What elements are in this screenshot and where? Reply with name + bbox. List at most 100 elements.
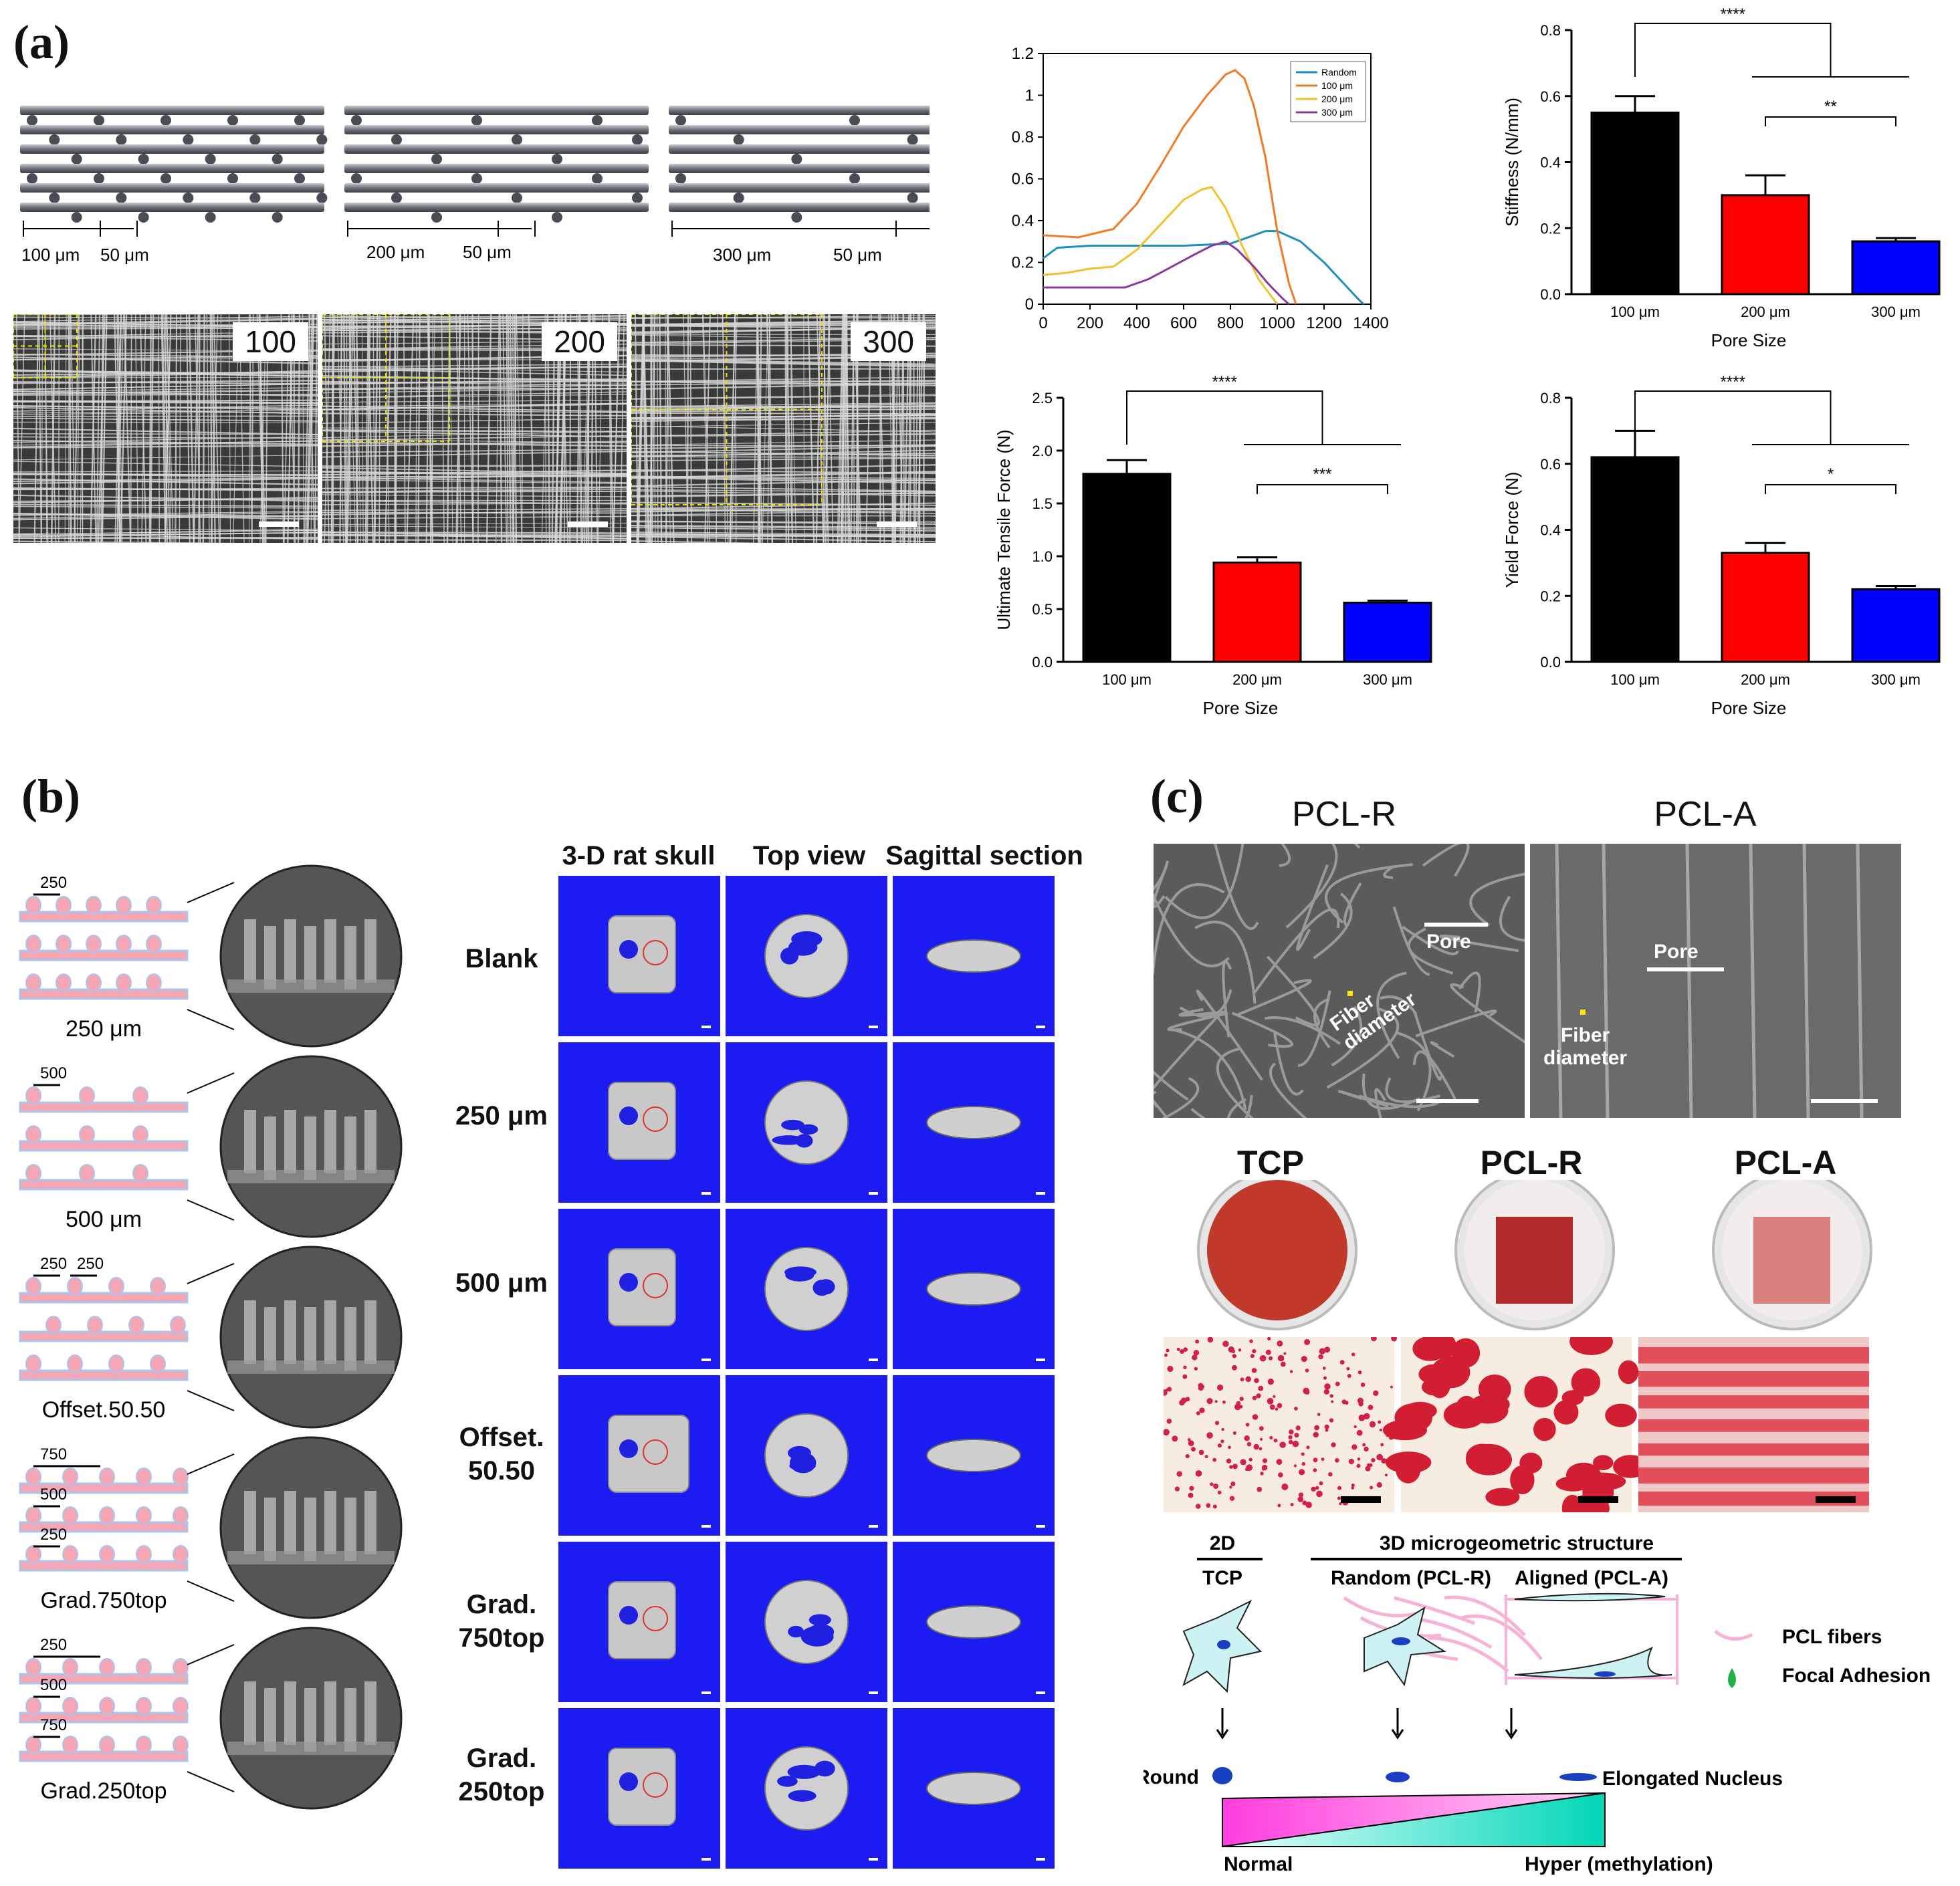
cell-dot (1213, 1483, 1219, 1489)
fiber-dot (79, 1125, 95, 1144)
random-fiber (1430, 1041, 1455, 1058)
cell-dot (1298, 1469, 1305, 1476)
top-view-hole (788, 1790, 816, 1802)
fiber-dot (173, 1467, 189, 1486)
schematic-1-gap: 50 μm (100, 245, 149, 265)
schematic-caption: Grad.750top (40, 1588, 167, 1613)
cell-dot (1331, 1400, 1334, 1403)
aligned-cells (1638, 1371, 1869, 1387)
inset-ridge (284, 1491, 296, 1554)
cell-dot (1248, 1457, 1253, 1461)
random-fiber (1273, 1033, 1304, 1096)
sagittal-section (926, 939, 1021, 973)
dish-0 (1197, 1180, 1357, 1330)
cell-dot (1277, 1403, 1283, 1409)
fiber-dot (136, 1736, 152, 1754)
cell-dot (1214, 1400, 1218, 1403)
cell-dot (1301, 1461, 1306, 1466)
random-fiber (1383, 864, 1395, 879)
cell-dot (1212, 1504, 1217, 1509)
y-tick-label: 1.0 (1032, 548, 1053, 565)
row-label-grad750: Grad. 750top (458, 1590, 545, 1653)
y-tick-label: 0.8 (1540, 390, 1561, 406)
cell-dot (1305, 1502, 1312, 1508)
sagittal-section (926, 1439, 1021, 1472)
row-label-250: 250 μm (455, 1101, 548, 1131)
dim-label: 750 (40, 1716, 67, 1734)
nucleus-tcp (1217, 1640, 1230, 1649)
x-tick-label: 200 μm (1741, 671, 1790, 688)
cell-cluster (1483, 1455, 1507, 1471)
cell-dot (1324, 1346, 1331, 1353)
fiber-dot (170, 1316, 186, 1334)
inset-ridge (284, 1300, 296, 1364)
random-fiber (1154, 1070, 1189, 1101)
scale-bar (1816, 1496, 1856, 1503)
defect-ring (643, 1772, 668, 1798)
sem-pore-200: 200 (322, 314, 627, 543)
fiber-dot (99, 1736, 115, 1754)
inset-band (227, 1170, 395, 1183)
cell-dot (1276, 1459, 1283, 1465)
random-fiber (1313, 893, 1353, 959)
top-view-hole (787, 1764, 821, 1779)
fiber-dot (62, 1545, 78, 1564)
cell-dot (1258, 1385, 1264, 1391)
stained-dishes (1197, 1180, 1872, 1330)
cell-dot (1376, 1453, 1383, 1461)
top-view-hole (798, 1124, 819, 1135)
cell-dot (1204, 1455, 1208, 1459)
cell-dot (1313, 1457, 1318, 1463)
cell-dot (1277, 1504, 1281, 1508)
y-tick-label: 1 (1025, 87, 1034, 105)
cell-dot (1217, 1490, 1222, 1495)
cell-dot (1273, 1438, 1278, 1443)
fiber-dot (173, 1697, 189, 1716)
fiber-dot (67, 1354, 83, 1373)
scale-bar (701, 1858, 711, 1861)
ct-cell-r3-c2 (893, 1375, 1055, 1536)
sig-bracket-bottom (1257, 484, 1388, 494)
cell-dot (1360, 1382, 1366, 1387)
dish-2 (1712, 1180, 1872, 1330)
cell-cluster (1573, 1470, 1598, 1487)
nucleus-oval (1386, 1772, 1410, 1782)
cell-dot (1220, 1439, 1224, 1443)
scale-bar (1036, 1858, 1045, 1861)
aligned-fiber (1749, 844, 1757, 1118)
cell-dot (1252, 1348, 1257, 1354)
cell-dot (1191, 1447, 1196, 1452)
fiber-dot (86, 973, 102, 992)
random-fiber (1162, 1077, 1200, 1118)
inset-ridge (344, 1116, 356, 1180)
microct-grid (558, 876, 1060, 1875)
legend-label: 300 μm (1321, 107, 1353, 118)
cell-dot (1321, 1457, 1325, 1461)
cell-dot (1229, 1486, 1232, 1489)
cell-dot (1304, 1338, 1311, 1345)
scaffold-schematics: 250 250 μm 500 500 μm 250 250 Offset.50.50 750 5… (19, 864, 403, 1810)
aligned-cells (1638, 1347, 1869, 1364)
x-tick-label: 300 μm (1363, 671, 1412, 688)
cell-cluster (1571, 1368, 1601, 1397)
top-view-hole (788, 1625, 804, 1638)
skull-render (608, 1248, 676, 1326)
random-fiber (1154, 1011, 1223, 1095)
schematic-2-pore: 200 μm (366, 242, 425, 262)
fiber-dot (25, 1467, 41, 1486)
fiber-dot (56, 935, 72, 953)
y-tick-label: 0.0 (1540, 654, 1561, 671)
dish-stain (1207, 1180, 1347, 1320)
inset-band (227, 1742, 395, 1755)
defect-ring (643, 1273, 668, 1298)
scale-bar (1036, 1026, 1045, 1028)
fiber-dot (87, 1316, 103, 1334)
y-axis-title: Stiffness (N/mm) (1502, 98, 1522, 227)
aligned-fiber (1602, 844, 1610, 1118)
random-fiber (1313, 997, 1331, 1049)
inset-ridge (304, 926, 316, 989)
random-fiber (1343, 882, 1362, 927)
cell-cluster (1395, 1455, 1421, 1484)
cell-dot (1298, 1492, 1304, 1498)
cell-dot (1289, 1429, 1294, 1435)
